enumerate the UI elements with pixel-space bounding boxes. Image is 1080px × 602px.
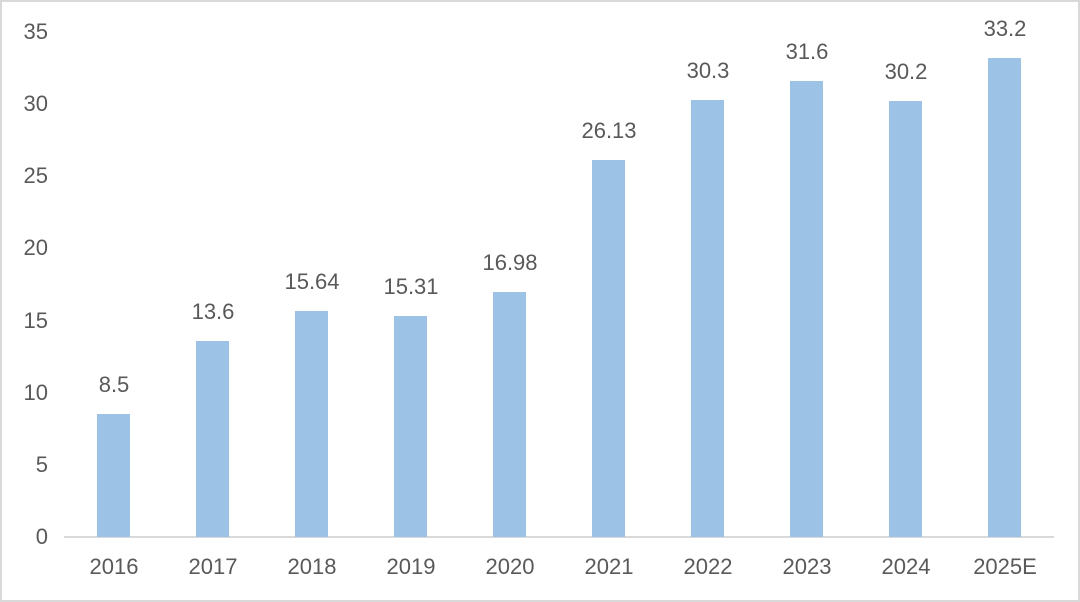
bar-value-label: 13.6 — [191, 299, 235, 324]
bar-value-label: 30.2 — [884, 59, 928, 84]
y-tick-label: 15 — [23, 307, 48, 333]
bar — [493, 292, 526, 537]
x-tick-label: 2017 — [188, 554, 238, 579]
y-tick-label: 35 — [23, 19, 48, 44]
bar-value-label: 30.3 — [686, 58, 730, 83]
bar-value-label: 31.6 — [785, 39, 829, 64]
bar — [889, 101, 922, 537]
bar — [691, 100, 724, 537]
y-tick-label: 0 — [35, 524, 48, 549]
x-tick-label: 2019 — [386, 554, 436, 579]
bar-value-label: 33.2 — [983, 16, 1027, 41]
x-axis-line — [64, 536, 1054, 538]
bar — [97, 414, 130, 537]
bar-value-label: 8.5 — [98, 372, 130, 397]
y-tick-label: 10 — [23, 379, 48, 405]
x-tick-label: 2020 — [485, 554, 535, 579]
x-tick-label: 2024 — [881, 554, 931, 579]
x-tick-label: 2025E — [973, 554, 1037, 579]
x-tick-label: 2018 — [287, 554, 337, 579]
bar — [988, 58, 1021, 537]
x-tick-label: 2021 — [584, 554, 634, 579]
bar-value-label: 16.98 — [482, 250, 538, 275]
x-tick-label: 2022 — [683, 554, 733, 579]
bar-value-label: 15.64 — [284, 269, 340, 294]
bar-value-label: 26.13 — [581, 118, 637, 143]
y-tick-label: 30 — [23, 91, 48, 117]
y-tick-label: 25 — [23, 163, 48, 189]
bar — [592, 160, 625, 537]
x-tick-label: 2016 — [89, 554, 139, 579]
bar — [394, 316, 427, 537]
bar — [790, 81, 823, 537]
bar-value-label: 15.31 — [383, 274, 439, 299]
y-tick-label: 5 — [35, 451, 48, 477]
bar — [196, 341, 229, 537]
bar — [295, 311, 328, 537]
y-tick-label: 20 — [23, 235, 48, 261]
x-tick-label: 2023 — [782, 554, 832, 579]
